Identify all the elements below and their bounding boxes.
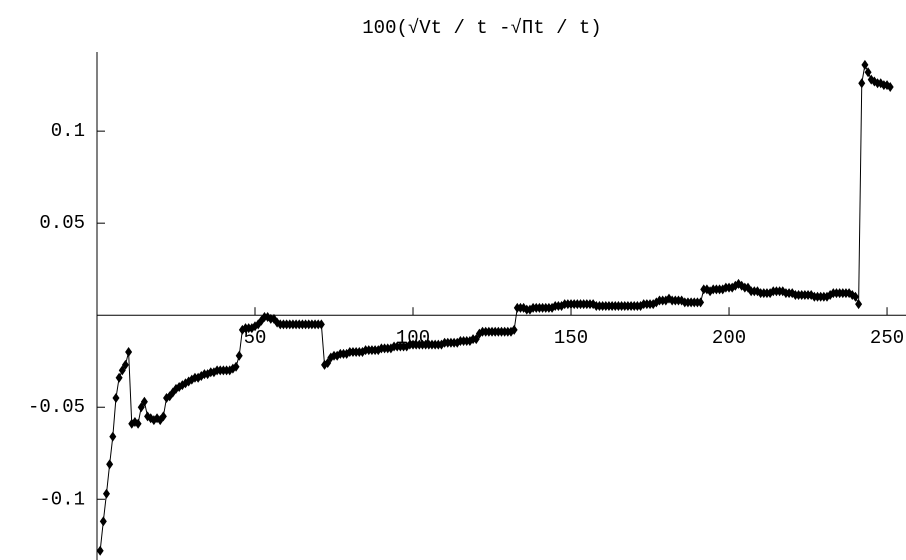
data-point — [115, 372, 123, 383]
data-point — [140, 396, 148, 407]
data-point — [697, 297, 705, 308]
data-point — [886, 81, 894, 92]
data-point — [112, 393, 120, 404]
data-point — [858, 78, 866, 89]
data-point — [855, 299, 863, 310]
data-point — [96, 545, 104, 556]
x-tick-label: 150 — [554, 327, 588, 349]
data-point — [102, 488, 110, 499]
data-point — [134, 418, 142, 429]
y-tick-label: 0.05 — [39, 212, 85, 234]
data-point — [118, 365, 126, 376]
x-tick-label: 250 — [870, 327, 904, 349]
data-point — [125, 347, 133, 358]
data-point — [324, 358, 332, 369]
data-point — [99, 516, 107, 527]
y-tick-label: -0.05 — [28, 396, 85, 418]
data-point — [851, 291, 859, 302]
data-point — [109, 431, 117, 442]
x-tick-label: 200 — [712, 327, 746, 349]
data-point — [861, 59, 869, 70]
data-point — [510, 324, 518, 335]
data-point — [232, 361, 240, 372]
y-tick-label: 0.1 — [51, 120, 85, 142]
data-point — [864, 67, 872, 78]
data-line — [99, 63, 891, 551]
y-tick-label: -0.1 — [39, 488, 85, 510]
chart-title: 100(√Vt / t -√Πt / t) — [362, 17, 601, 39]
x-tick-label: 50 — [244, 327, 267, 349]
data-point — [159, 411, 167, 422]
data-point — [121, 359, 129, 370]
data-point — [317, 319, 325, 330]
data-point — [472, 334, 480, 345]
data-point — [106, 459, 114, 470]
data-point — [137, 402, 145, 413]
data-point — [235, 350, 243, 361]
